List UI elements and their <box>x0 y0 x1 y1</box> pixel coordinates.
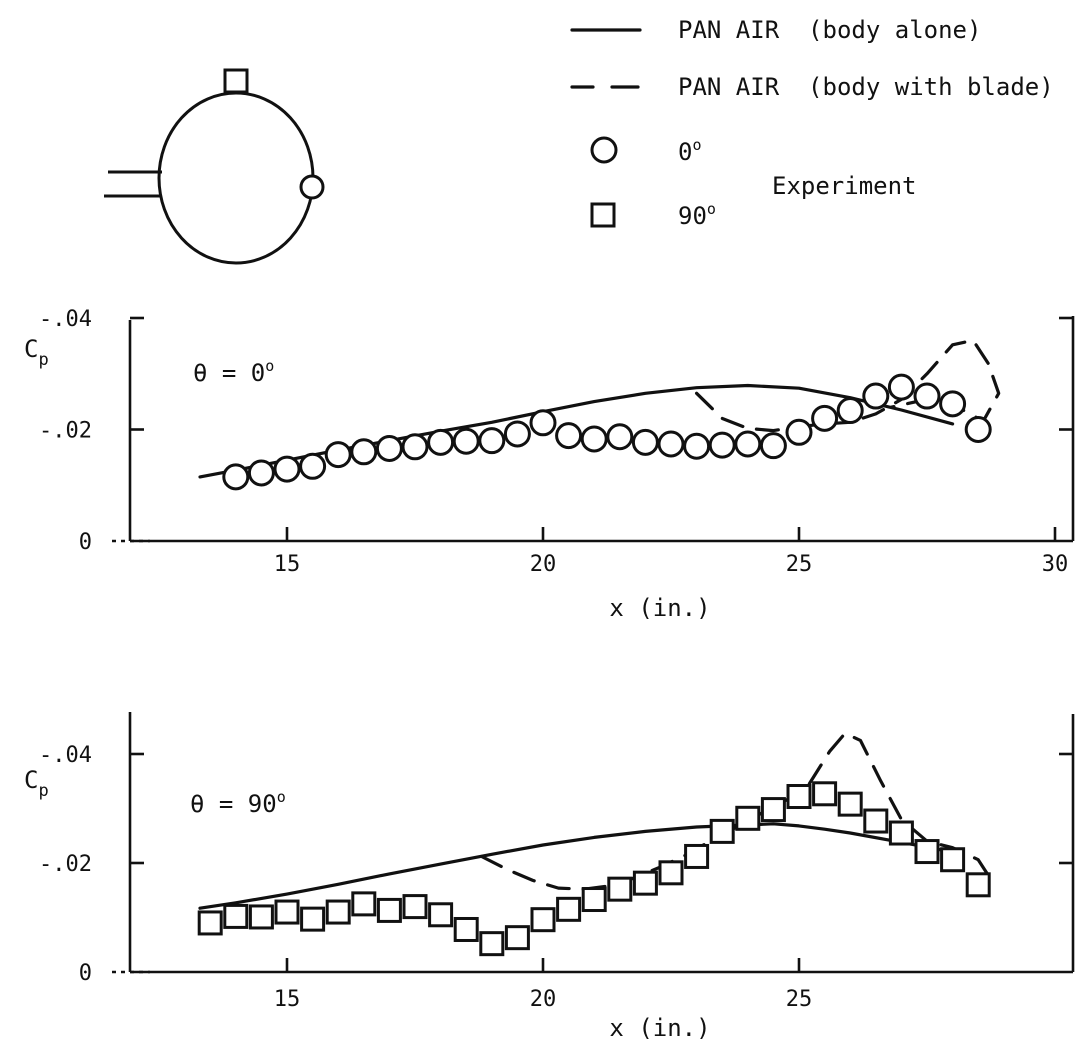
data-point-square <box>504 925 530 951</box>
series-body-alone <box>198 822 955 910</box>
data-point-circle <box>247 459 275 487</box>
data-point-square <box>300 906 326 932</box>
data-point-circle <box>964 416 992 443</box>
data-point-square <box>428 902 454 928</box>
data-point-circle <box>555 422 583 450</box>
legend: PAN AIR (body alone) PAN AIR (body with … <box>570 16 1054 230</box>
data-point-square <box>325 899 351 925</box>
y-tick-label: -.04 <box>39 743 92 768</box>
data-point-square <box>709 818 735 844</box>
data-point-circle <box>529 409 557 437</box>
data-point-square <box>581 887 607 913</box>
data-point-square <box>837 791 863 817</box>
body-schematic <box>104 68 325 265</box>
data-point-circle <box>427 428 455 456</box>
data-point-square <box>402 894 428 920</box>
data-point-circle <box>503 420 531 448</box>
data-point-circle <box>708 431 736 459</box>
legend-label-90: 90o <box>678 200 716 230</box>
x-tick-label: 15 <box>274 987 301 1012</box>
data-point-square <box>658 860 684 886</box>
data-point-square <box>479 931 505 957</box>
data-point-circle <box>222 463 250 491</box>
data-point-square <box>248 904 274 930</box>
data-point-circle <box>683 432 711 460</box>
legend-square-marker <box>590 202 616 228</box>
data-point-circle <box>478 427 506 455</box>
data-point-circle <box>759 432 787 460</box>
data-point-circle <box>606 423 634 451</box>
data-point-square <box>274 899 300 925</box>
data-point-circle <box>580 425 608 453</box>
y-tick-label: -.02 <box>39 419 92 444</box>
data-point-circle <box>657 430 685 458</box>
data-point-square <box>223 903 249 929</box>
data-point-square <box>914 839 940 865</box>
data-point-square <box>351 891 377 917</box>
data-point-square <box>786 784 812 810</box>
x-tick-label: 15 <box>274 552 301 577</box>
y-axis-label: Cp <box>24 766 49 801</box>
y-tick-label: 0 <box>79 530 92 555</box>
x-tick-label: 25 <box>786 552 813 577</box>
y-tick-label: 0 <box>79 961 92 986</box>
legend-experiment-label: Experiment <box>772 172 917 200</box>
x-tick-label: 20 <box>530 552 557 577</box>
data-point-square <box>632 870 658 896</box>
circle-tap-marker <box>299 174 325 200</box>
series-body-with-blade <box>480 731 991 891</box>
data-point-square <box>940 847 966 873</box>
theta-annotation: θ = 0o <box>193 357 274 387</box>
data-point-circle <box>862 382 890 410</box>
x-tick-label: 25 <box>786 987 813 1012</box>
x-tick-label: 30 <box>1042 552 1069 577</box>
legend-label-0: 0o <box>678 136 701 166</box>
data-point-circle <box>939 390 967 418</box>
data-point-square <box>197 910 223 936</box>
data-point-circle <box>785 418 813 446</box>
chart-theta-0: 0 -.02 -.04 15 20 25 30 Cp θ = 0o x (in.) <box>24 307 1075 622</box>
data-point-square <box>376 897 402 923</box>
y-tick-label: -.04 <box>39 307 92 332</box>
data-point-circle <box>375 434 403 462</box>
data-point-square <box>888 820 914 846</box>
y-axis-label: Cp <box>24 335 49 370</box>
data-point-square <box>760 797 786 823</box>
legend-label-body-alone: PAN AIR (body alone) <box>678 16 981 44</box>
data-point-circle <box>913 382 941 410</box>
theta-annotation: θ = 90o <box>190 788 286 818</box>
data-point-circle <box>887 373 915 401</box>
data-point-circle <box>631 428 659 456</box>
data-point-square <box>812 781 838 807</box>
data-point-square <box>556 896 582 922</box>
x-axis-label: x (in.) <box>609 594 710 622</box>
data-point-circle <box>299 452 327 480</box>
body-cross-section <box>157 91 315 265</box>
data-point-circle <box>273 455 301 483</box>
data-point-circle <box>452 427 480 455</box>
square-tap-marker <box>223 68 249 94</box>
data-point-square <box>684 843 710 869</box>
data-point-square <box>607 876 633 902</box>
data-point-circle <box>734 430 762 458</box>
y-tick-label: -.02 <box>39 852 92 877</box>
data-point-square <box>453 916 479 942</box>
data-point-circle <box>836 397 864 425</box>
x-axis-label: x (in.) <box>609 1014 710 1042</box>
data-point-circle <box>811 404 839 432</box>
data-point-square <box>735 805 761 831</box>
legend-circle-marker <box>590 136 618 164</box>
data-point-circle <box>350 438 378 466</box>
data-point-square <box>530 907 556 933</box>
chart-theta-90: 0 -.02 -.04 15 20 25 Cp θ = 90o x (in.) <box>24 712 1075 1042</box>
x-tick-label: 20 <box>530 987 557 1012</box>
legend-label-body-with-blade: PAN AIR (body with blade) <box>678 73 1054 101</box>
data-point-circle <box>324 441 352 469</box>
data-point-circle <box>401 433 429 461</box>
data-point-square <box>863 808 889 834</box>
data-point-square <box>965 872 991 898</box>
